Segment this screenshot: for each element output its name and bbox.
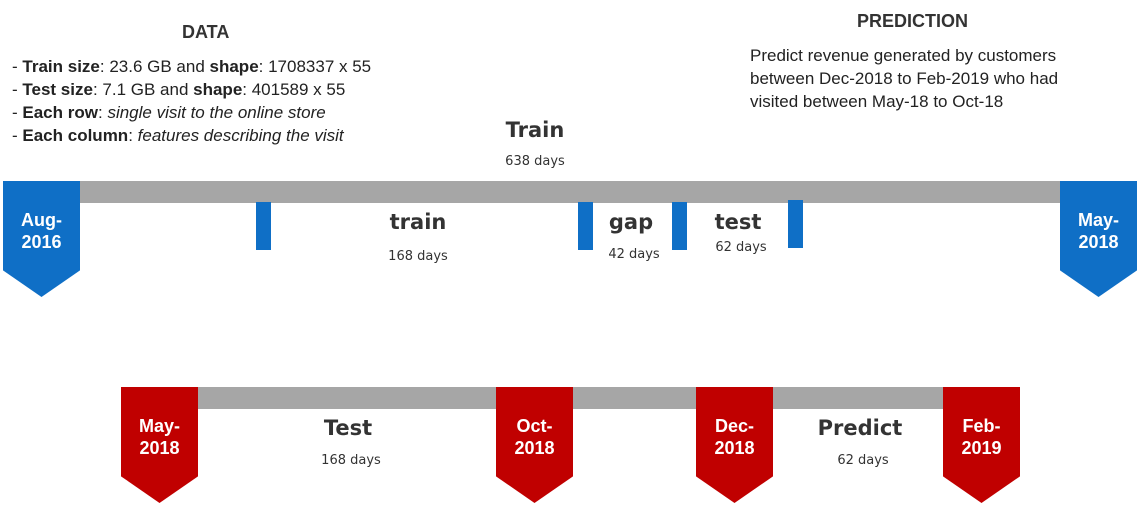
data-line-test-size: - Test size: 7.1 GB and shape: 401589 x … [12,80,346,99]
data-line-each-column: - Each column: features describing the v… [12,126,344,145]
segment-train-days: 168 days [388,249,448,264]
segment-train-label: train [389,210,447,234]
top-tick-4 [788,200,803,248]
segment-test-bottom-days: 168 days [321,453,381,468]
segment-predict-days: 62 days [837,453,889,468]
marker-aug-2016: Aug- 2016 [3,181,80,297]
segment-gap-days: 42 days [608,247,660,262]
marker-oct-2018: Oct- 2018 [496,387,573,503]
marker-may-2018-top: May- 2018 [1060,181,1137,297]
segment-test-days: 62 days [715,240,767,255]
segment-test-label: test [714,210,762,234]
segment-predict-label: Predict [817,416,903,440]
top-tick-2 [578,202,593,250]
data-title: DATA [182,22,230,42]
prediction-title: PREDICTION [857,11,969,31]
data-list: - Train size: 23.6 GB and shape: 1708337… [12,55,371,147]
data-line-train-size: - Train size: 23.6 GB and shape: 1708337… [12,57,372,76]
segment-gap-label: gap [608,210,654,234]
top-timeline-bar [40,181,1100,203]
top-timeline-days: 638 days [505,154,565,169]
top-timeline-title: Train [505,118,565,142]
top-tick-3 [672,202,687,250]
marker-may-2018-bottom: May- 2018 [121,387,198,503]
marker-feb-2019: Feb- 2019 [943,387,1020,503]
segment-test-bottom-label: Test [323,416,373,440]
data-line-each-row: - Each row: single visit to the online s… [12,103,326,122]
prediction-text: Predict revenue generated by customers b… [750,46,1059,111]
marker-dec-2018: Dec- 2018 [696,387,773,503]
top-tick-1 [256,202,271,250]
